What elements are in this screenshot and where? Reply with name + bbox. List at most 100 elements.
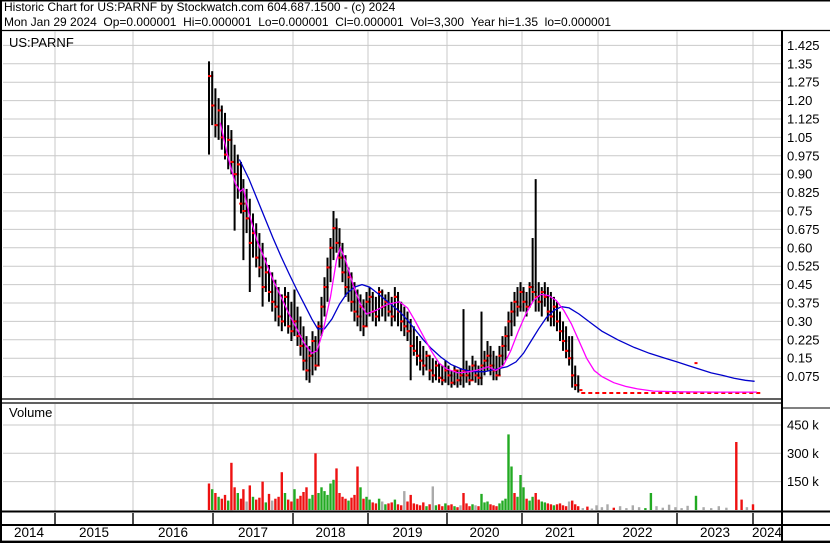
- volume-bar: [474, 505, 477, 510]
- open-tick: [224, 153, 227, 156]
- volume-bar: [531, 496, 534, 510]
- volume-bar: [459, 505, 462, 510]
- plot-data-layer: [207, 61, 761, 511]
- x-axis-year-label: 2016: [158, 525, 188, 540]
- volume-bar: [258, 497, 261, 510]
- grid-layer: [3, 31, 781, 511]
- volume-bar: [453, 506, 456, 510]
- x-axis-year-label: 2022: [622, 525, 652, 540]
- price-axis-label: 1.20: [787, 93, 812, 108]
- volume-bar: [236, 493, 239, 510]
- price-axis-label: 0.825: [787, 185, 820, 200]
- volume-bar: [525, 498, 528, 510]
- price-axis-label: 1.05: [787, 130, 812, 145]
- price-axis-label: 0.45: [787, 277, 812, 292]
- open-tick: [268, 290, 271, 293]
- open-tick: [239, 202, 243, 205]
- volume-bar: [434, 505, 438, 510]
- volume-bar: [350, 497, 353, 510]
- volume-bar: [332, 479, 335, 510]
- volume-bar: [480, 493, 483, 510]
- open-tick: [422, 364, 426, 367]
- volume-bar: [242, 489, 245, 510]
- volume-bar: [447, 505, 450, 510]
- volume-bar: [661, 507, 664, 510]
- volume-bar: [377, 498, 381, 510]
- open-tick: [459, 374, 463, 377]
- volume-bar: [680, 508, 683, 510]
- volume-bar: [595, 505, 598, 510]
- volume-bar: [522, 487, 525, 510]
- open-tick: [359, 305, 363, 308]
- open-tick: [489, 364, 493, 367]
- open-tick: [264, 271, 268, 274]
- price-axis-label: 0.225: [787, 332, 820, 347]
- open-tick: [332, 227, 336, 230]
- volume-bar: [686, 505, 689, 510]
- open-tick: [242, 210, 246, 213]
- volume-bar: [418, 505, 422, 510]
- open-tick: [387, 310, 391, 313]
- price-axis-label: 0.675: [787, 222, 820, 237]
- volume-bar: [302, 492, 305, 510]
- open-tick: [528, 286, 532, 289]
- open-tick: [227, 138, 231, 141]
- volume-bar: [277, 496, 280, 510]
- open-tick: [555, 320, 559, 323]
- volume-bar: [261, 481, 264, 510]
- open-tick: [390, 315, 394, 318]
- open-tick: [519, 290, 523, 293]
- volume-bar: [495, 506, 498, 510]
- volume-bar: [586, 506, 589, 510]
- volume-bar: [477, 506, 480, 510]
- open-tick: [468, 379, 472, 382]
- volume-bar: [637, 507, 641, 510]
- open-tick: [299, 344, 303, 347]
- open-tick: [419, 359, 423, 362]
- open-tick: [465, 374, 469, 377]
- volume-bar: [314, 453, 317, 510]
- volume-bar: [644, 508, 647, 510]
- volume-bar: [745, 507, 749, 510]
- volume-bar: [543, 502, 546, 510]
- volume-bar: [444, 503, 447, 510]
- open-tick: [284, 295, 287, 298]
- volume-bar: [384, 504, 387, 510]
- volume-bar: [338, 493, 341, 510]
- open-tick: [434, 364, 438, 367]
- volume-bar: [381, 501, 384, 510]
- open-tick: [261, 286, 265, 289]
- volume-bar: [239, 498, 243, 510]
- open-tick: [504, 335, 508, 338]
- volume-bar: [537, 499, 540, 510]
- price-axis-label: 1.35: [787, 56, 812, 71]
- volume-bar: [299, 495, 302, 510]
- open-tick: [287, 325, 291, 328]
- open-tick: [534, 295, 538, 298]
- volume-bar: [600, 507, 604, 510]
- volume-bar: [694, 495, 698, 510]
- volume-bar: [740, 499, 743, 510]
- open-tick: [406, 330, 410, 333]
- price-axis-label: 0.075: [787, 369, 820, 384]
- volume-axis-label: 150 k: [787, 474, 819, 489]
- volume-bar: [501, 500, 504, 510]
- open-tick: [516, 305, 520, 308]
- volume-bar: [649, 493, 653, 510]
- volume-bar: [456, 507, 459, 510]
- open-tick: [329, 246, 333, 249]
- open-tick: [305, 369, 309, 372]
- quote-line-text: Mon Jan 29 2024 Op=0.000001 Hi=0.000001 …: [4, 15, 611, 29]
- volume-bar: [353, 494, 356, 510]
- volume-bar: [534, 493, 537, 510]
- volume-bar: [409, 494, 412, 510]
- volume-bar: [359, 487, 362, 510]
- open-tick: [453, 369, 457, 372]
- open-tick: [374, 315, 378, 318]
- volume-bar: [374, 503, 378, 510]
- open-tick: [290, 330, 294, 333]
- volume-bar: [305, 487, 308, 510]
- open-tick: [396, 310, 400, 313]
- open-tick: [400, 320, 404, 323]
- ma-slow-line: [238, 159, 755, 382]
